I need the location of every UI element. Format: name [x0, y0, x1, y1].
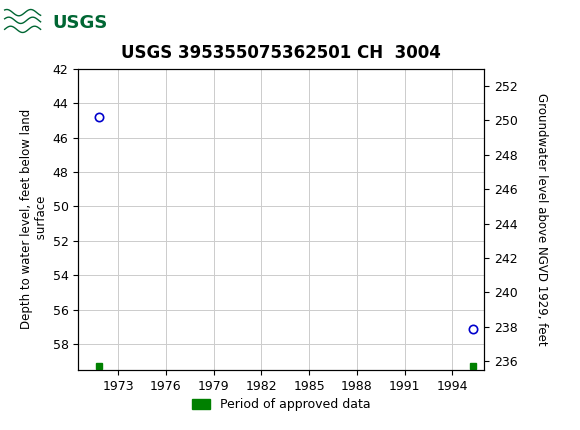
- Bar: [3, 3, 107, 42]
- Legend: Period of approved data: Period of approved data: [187, 393, 376, 416]
- Y-axis label: Groundwater level above NGVD 1929, feet: Groundwater level above NGVD 1929, feet: [535, 93, 548, 346]
- Title: USGS 395355075362501 CH  3004: USGS 395355075362501 CH 3004: [121, 44, 441, 61]
- Text: USGS: USGS: [52, 14, 107, 31]
- Y-axis label: Depth to water level, feet below land
 surface: Depth to water level, feet below land su…: [20, 109, 48, 329]
